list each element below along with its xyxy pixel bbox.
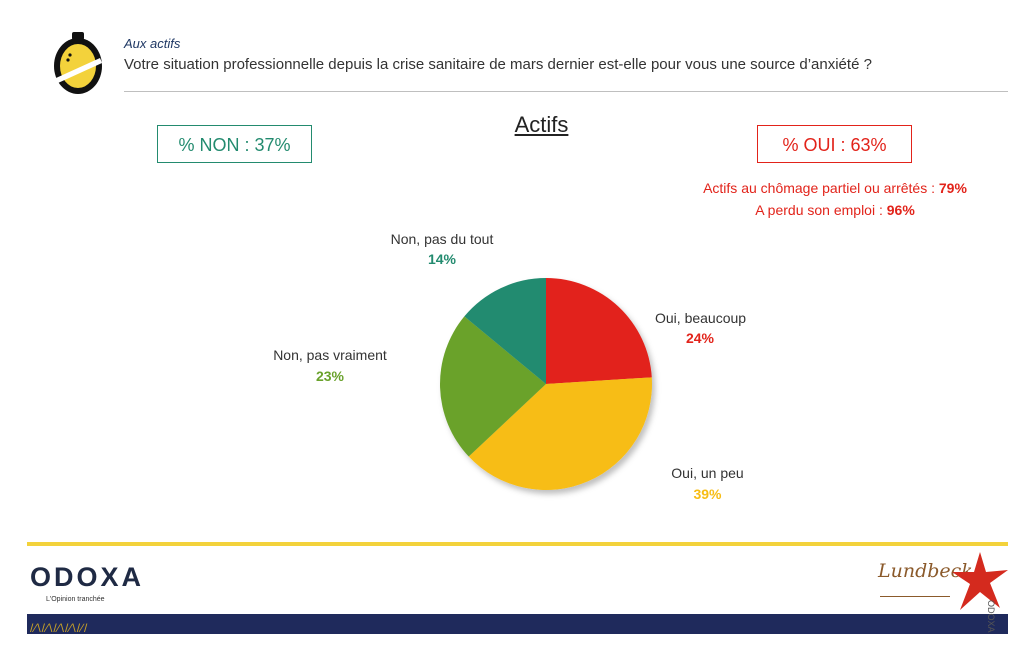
slice-label-oui-beaucoup: Oui, beaucoup (655, 310, 747, 326)
footer-band (27, 614, 1008, 634)
pie-slice-oui-un-peu (468, 377, 652, 490)
note-chomage-partiel: Actifs au chômage partiel ou arrêtés : 7… (680, 180, 990, 196)
header-divider (124, 91, 1008, 92)
note-emploi-value: 96% (886, 202, 915, 218)
survey-question: Votre situation professionnelle depuis l… (124, 56, 872, 73)
non-total-box: % NON : 37% (157, 125, 312, 163)
note-perdu-emploi: A perdu son emploi : 96% (680, 202, 990, 218)
pie-slice-oui-beaucoup (546, 278, 652, 384)
brand-logo: ODOXA (30, 562, 145, 592)
slice-value-non-pas-du-tout: 14% (427, 251, 457, 267)
slice-label-oui-un-peu: Oui, un peu (671, 465, 744, 481)
section-subtitle: Aux actifs (124, 36, 181, 51)
note-chomage-value: 79% (938, 180, 967, 196)
pie-slice-non-pas-du-tout (464, 278, 546, 384)
slice-label-non-pas-vraiment: Non, pas vraiment (273, 347, 387, 363)
chart-title: Actifs (514, 112, 569, 137)
slice-value-non-pas-vraiment: 23% (315, 368, 345, 384)
oui-total-box: % OUI : 63% (757, 125, 912, 163)
starfish-icon (952, 552, 1008, 610)
slice-value-oui-beaucoup: 24% (685, 330, 715, 346)
footer-divider (27, 542, 1008, 546)
pie-slice-non-pas-vraiment (440, 316, 546, 457)
slice-label-non-pas-du-tout: Non, pas du tout (390, 231, 494, 247)
note-chomage-label: Actifs au chômage partiel ou arrêtés : (703, 180, 939, 196)
side-watermark: ODOXA (986, 600, 996, 633)
brand-tagline: L'Opinion tranchée (46, 596, 105, 603)
note-emploi-label: A perdu son emploi : (755, 202, 887, 218)
slice-value-oui-un-peu: 39% (693, 486, 722, 502)
odoxa-icon (54, 32, 102, 94)
footer-pattern: /∕\/∕\/∕\/∕\/∕/ (30, 621, 89, 635)
partner-logo: Lundbeck (878, 560, 973, 582)
partner-underline (880, 596, 950, 597)
